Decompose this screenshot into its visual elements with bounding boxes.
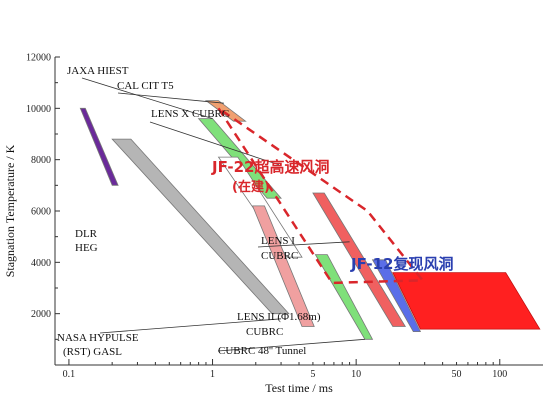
y-tick-label: 2000 [31, 309, 51, 320]
band-orange [204, 100, 247, 122]
jf22-region [217, 107, 426, 285]
jf12-region [392, 272, 541, 330]
annotation-leader-line [149, 121, 280, 166]
band-purple [79, 107, 119, 186]
x-tick-label: 100 [492, 369, 507, 380]
x-tick-label: 1 [210, 369, 215, 380]
annotation-label: CUBRC [261, 250, 298, 262]
jf12-label: JF-12复现风洞 [350, 255, 453, 273]
jf22-label: JF-22超高速风洞 [211, 158, 329, 176]
annotation-label: HEG [75, 242, 98, 254]
annotation-leader-line [257, 241, 350, 248]
annotation-label: CUBRC 48'' Tunnel [218, 345, 306, 357]
annotations-group: JAXA HIEST CAL CIT T5 LENS X CUBRC LENS I CU… [57, 65, 453, 358]
band-grey [111, 138, 290, 315]
x-minor-label: 5 [310, 369, 315, 380]
bands-group [79, 100, 422, 340]
y-axis-label: Stagnation Temperature / K [3, 144, 17, 277]
x-tick-label: 10 [351, 369, 361, 380]
annotation-label: CAL CIT T5 [117, 80, 174, 92]
annotation-label: CUBRC [246, 326, 283, 338]
annotation-label: (RST) GASL [63, 346, 122, 358]
band-green-hiest [197, 118, 282, 199]
x-minor-label: 50 [452, 369, 462, 380]
annotation-leader-line [217, 338, 365, 352]
annotation-label: LENS II (Φ1.68m) [237, 311, 321, 323]
y-tick-label: 8000 [31, 155, 51, 166]
annotation-label: JAXA HIEST [67, 65, 129, 77]
annotation-label: LENS I [261, 235, 295, 247]
annotation-leader-line [81, 77, 213, 119]
y-tick-label: 12000 [26, 53, 51, 64]
annotation-label: NASA HYPULSE [57, 332, 139, 344]
x-axis-label: Test time / ms [265, 381, 333, 395]
y-tick-label: 10000 [26, 104, 51, 115]
band-pink [252, 205, 315, 327]
annotation-label: LENS X CUBRC [151, 108, 229, 120]
axes-group: 2000 4000 6000 8000 10000 12000 0.1 1 10 100 5 50 Te… [3, 53, 543, 395]
annotation-leader-line [99, 318, 282, 334]
annotation-leader-line [117, 92, 224, 104]
x-tick-label: 0.1 [63, 369, 76, 380]
band-green-48 [314, 254, 374, 340]
jf22-sub-label: (在建) [232, 179, 270, 195]
y-tick-label: 4000 [31, 258, 51, 269]
band-blue [371, 259, 422, 333]
band-red-lens [312, 192, 407, 327]
annotation-label: DLR [75, 228, 98, 240]
regions-group [217, 107, 541, 330]
y-tick-label: 6000 [31, 207, 51, 218]
